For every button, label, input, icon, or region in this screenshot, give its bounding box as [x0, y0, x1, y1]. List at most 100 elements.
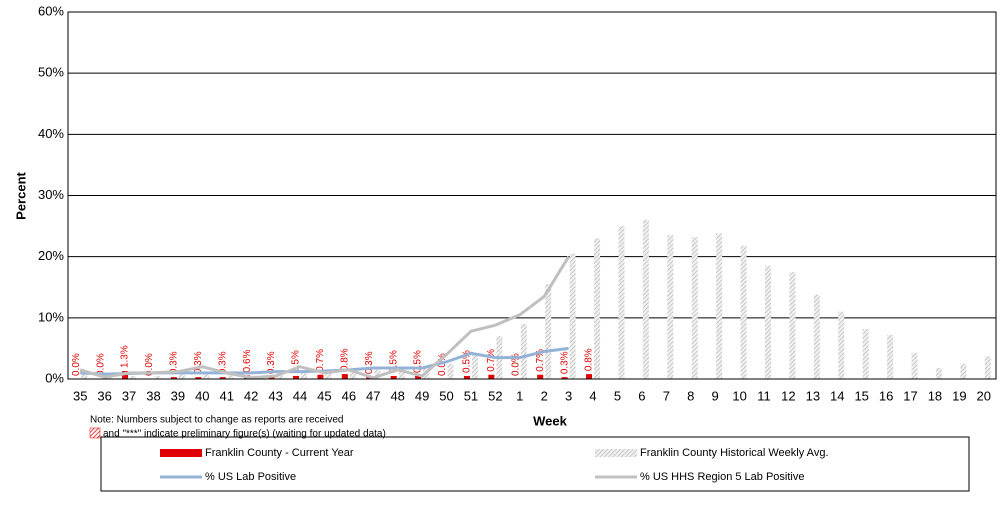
x-tick-label: 42 — [244, 388, 258, 403]
note: and "***" indicate preliminary figure(s)… — [103, 429, 386, 440]
legend-swatch — [595, 449, 637, 457]
bar — [219, 377, 226, 379]
bar — [862, 328, 869, 379]
y-tick-label: 60% — [38, 3, 64, 18]
bar — [520, 323, 527, 379]
bar — [642, 219, 649, 379]
x-tick-label: 45 — [317, 388, 331, 403]
value-label: 0.8% — [339, 348, 350, 371]
bar — [984, 356, 991, 379]
x-tick-label: 9 — [712, 388, 719, 403]
bar — [813, 294, 820, 379]
x-tick-label: 5 — [614, 388, 621, 403]
value-label: 0.7% — [535, 349, 546, 372]
x-tick-label: 1 — [516, 388, 523, 403]
value-label: 0.0% — [144, 353, 155, 376]
value-label: 0.0% — [71, 353, 82, 376]
bar — [398, 369, 405, 379]
legend-label: Franklin County Historical Weekly Avg. — [640, 447, 829, 459]
y-tick-label: 30% — [38, 187, 64, 202]
bar — [374, 369, 381, 379]
x-tick-label: 19 — [952, 388, 966, 403]
bar — [586, 374, 593, 379]
bar — [293, 375, 299, 379]
bar — [178, 374, 185, 379]
bar — [195, 377, 202, 379]
bar — [789, 271, 796, 379]
bar — [911, 352, 918, 379]
x-tick-label: 8 — [687, 388, 694, 403]
bar — [488, 374, 495, 379]
bar — [415, 375, 422, 379]
x-tick-label: 17 — [903, 388, 917, 403]
x-tick-label: 6 — [638, 388, 645, 403]
bar — [740, 245, 747, 379]
value-label: 0.5% — [413, 350, 424, 373]
x-tick-label: 16 — [879, 388, 893, 403]
x-tick-label: 46 — [342, 388, 356, 403]
bar — [960, 363, 967, 379]
value-label: 0.0% — [510, 353, 521, 376]
bar — [618, 226, 625, 379]
x-tick-label: 43 — [268, 388, 282, 403]
bar — [301, 372, 307, 379]
x-tick-label: 48 — [390, 388, 404, 403]
bar — [130, 375, 137, 379]
x-tick-label: 10 — [732, 388, 746, 403]
value-label: 1.3% — [120, 345, 131, 368]
bar — [447, 363, 454, 379]
x-tick-label: 7 — [663, 388, 670, 403]
bar — [537, 374, 544, 379]
y-tick-label: 20% — [38, 248, 64, 263]
bar — [691, 237, 698, 379]
bar — [317, 374, 324, 379]
bar — [765, 265, 771, 379]
value-label: 0.3% — [559, 351, 570, 374]
y-tick-label: 50% — [38, 65, 64, 80]
bar — [594, 238, 601, 379]
value-label: 0.7% — [486, 349, 497, 372]
bar — [935, 367, 942, 379]
value-label: 0.8% — [584, 348, 595, 371]
x-tick-label: 50 — [439, 388, 453, 403]
value-label: 0.5% — [291, 350, 302, 373]
bar — [203, 372, 210, 379]
bar — [341, 374, 348, 379]
x-tick-label: 39 — [171, 388, 185, 403]
bar — [154, 375, 161, 379]
x-tick-label: 13 — [806, 388, 820, 403]
x-tick-label: 44 — [293, 388, 307, 403]
x-tick-label: 49 — [415, 388, 429, 403]
bar — [463, 375, 470, 379]
bar — [390, 375, 397, 379]
x-tick-label: 18 — [928, 388, 942, 403]
bar — [667, 235, 674, 379]
bar — [716, 233, 723, 379]
value-label: 0.7% — [315, 349, 326, 372]
x-tick-label: 11 — [757, 388, 771, 403]
x-tick-label: 38 — [146, 388, 160, 403]
bar — [268, 377, 275, 379]
bar — [81, 372, 88, 379]
bar — [569, 253, 576, 379]
value-label: 0.3% — [364, 351, 375, 374]
bar — [838, 311, 845, 379]
bar — [545, 284, 552, 379]
x-tick-label: 2 — [541, 388, 548, 403]
legend — [100, 436, 970, 492]
x-tick-label: 15 — [854, 388, 868, 403]
x-tick-label: 3 — [565, 388, 572, 403]
legend-label: % US Lab Positive — [205, 471, 296, 483]
value-label: 0.5% — [462, 350, 473, 373]
value-label: 0.0% — [95, 353, 106, 376]
x-tick-label: 51 — [464, 388, 478, 403]
x-tick-label: 36 — [97, 388, 111, 403]
y-tick-label: 10% — [38, 309, 64, 324]
x-tick-label: 40 — [195, 388, 209, 403]
legend-label: Franklin County - Current Year — [205, 447, 354, 459]
preliminary-icon — [89, 427, 101, 439]
legend-swatch — [160, 449, 202, 457]
x-tick-label: 35 — [73, 388, 87, 403]
value-label: 0.3% — [266, 351, 277, 374]
